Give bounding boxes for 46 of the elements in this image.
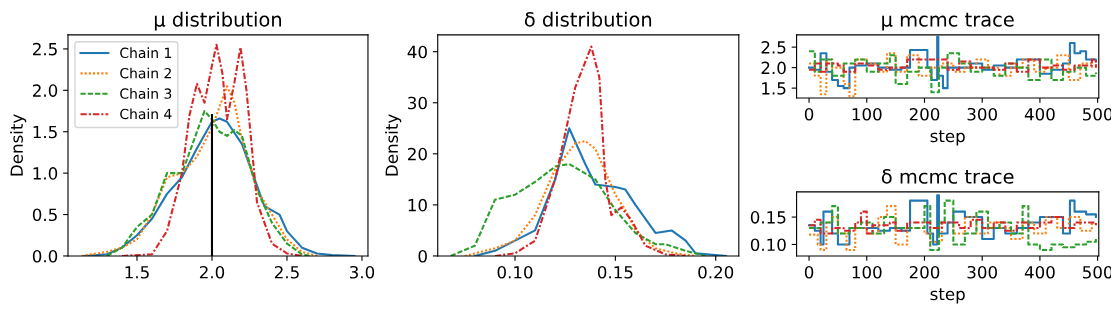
y-axis-title: Density <box>10 114 27 176</box>
y-tick-label: 40 <box>407 45 427 59</box>
x-tick-label: 0 <box>804 107 814 121</box>
y-tick-label: 30 <box>408 96 427 110</box>
legend-label: Chain 4 <box>120 108 172 120</box>
y-tick-label: 0.0 <box>32 249 58 263</box>
x-tick-label: 400 <box>1024 107 1055 121</box>
x-axis-title: step <box>930 130 965 146</box>
y-tick-label: 0.15 <box>750 211 786 224</box>
x-tick-label: 100 <box>852 107 882 121</box>
y-tick-label: 1.5 <box>33 125 57 139</box>
chart-title: μ distribution <box>154 11 282 31</box>
legend-label: Chain 2 <box>120 67 171 79</box>
y-tick-label: 0.5 <box>32 208 57 222</box>
y-tick-label: 10 <box>408 198 427 212</box>
x-tick-label: 200 <box>909 107 940 121</box>
x-tick-label: 400 <box>1024 265 1055 279</box>
legend-label: Chain 3 <box>120 88 172 99</box>
y-tick-label: 20 <box>408 147 427 161</box>
chart-title: δ distribution <box>524 11 652 27</box>
y-tick-label: 1.0 <box>33 167 58 180</box>
chart-title: μ mcmc trace <box>882 12 1014 31</box>
y-tick-label: 2.5 <box>761 41 786 54</box>
y-tick-label: 2.5 <box>32 42 57 56</box>
y-tick-label: 2.0 <box>761 61 786 75</box>
x-tick-label: 100 <box>852 265 882 279</box>
y-axis-title: Density <box>385 114 402 176</box>
x-tick-label: 300 <box>967 265 997 279</box>
y-tick-label: 0 <box>418 249 427 263</box>
chart-title: δ mcmc trace <box>881 169 1014 184</box>
x-tick-label: 2.0 <box>199 265 225 279</box>
y-tick-label: 2.0 <box>32 84 58 97</box>
x-tick-label: 1.5 <box>125 266 149 279</box>
x-axis-title: step <box>930 288 965 304</box>
y-tick-label: 1.5 <box>762 82 786 95</box>
x-tick-label: 300 <box>967 107 997 121</box>
line-series <box>449 162 707 256</box>
x-tick-label: 0 <box>804 265 814 279</box>
x-tick-label: 0.15 <box>597 265 633 279</box>
x-tick-label: 3.0 <box>349 265 375 279</box>
x-tick-label: 0.10 <box>497 265 533 279</box>
y-tick-label: 0.10 <box>750 238 786 252</box>
x-tick-label: 0.20 <box>698 265 734 279</box>
x-tick-label: 2.5 <box>274 265 299 279</box>
legend-label: Chain 1 <box>120 47 172 59</box>
x-tick-label: 200 <box>909 265 940 279</box>
